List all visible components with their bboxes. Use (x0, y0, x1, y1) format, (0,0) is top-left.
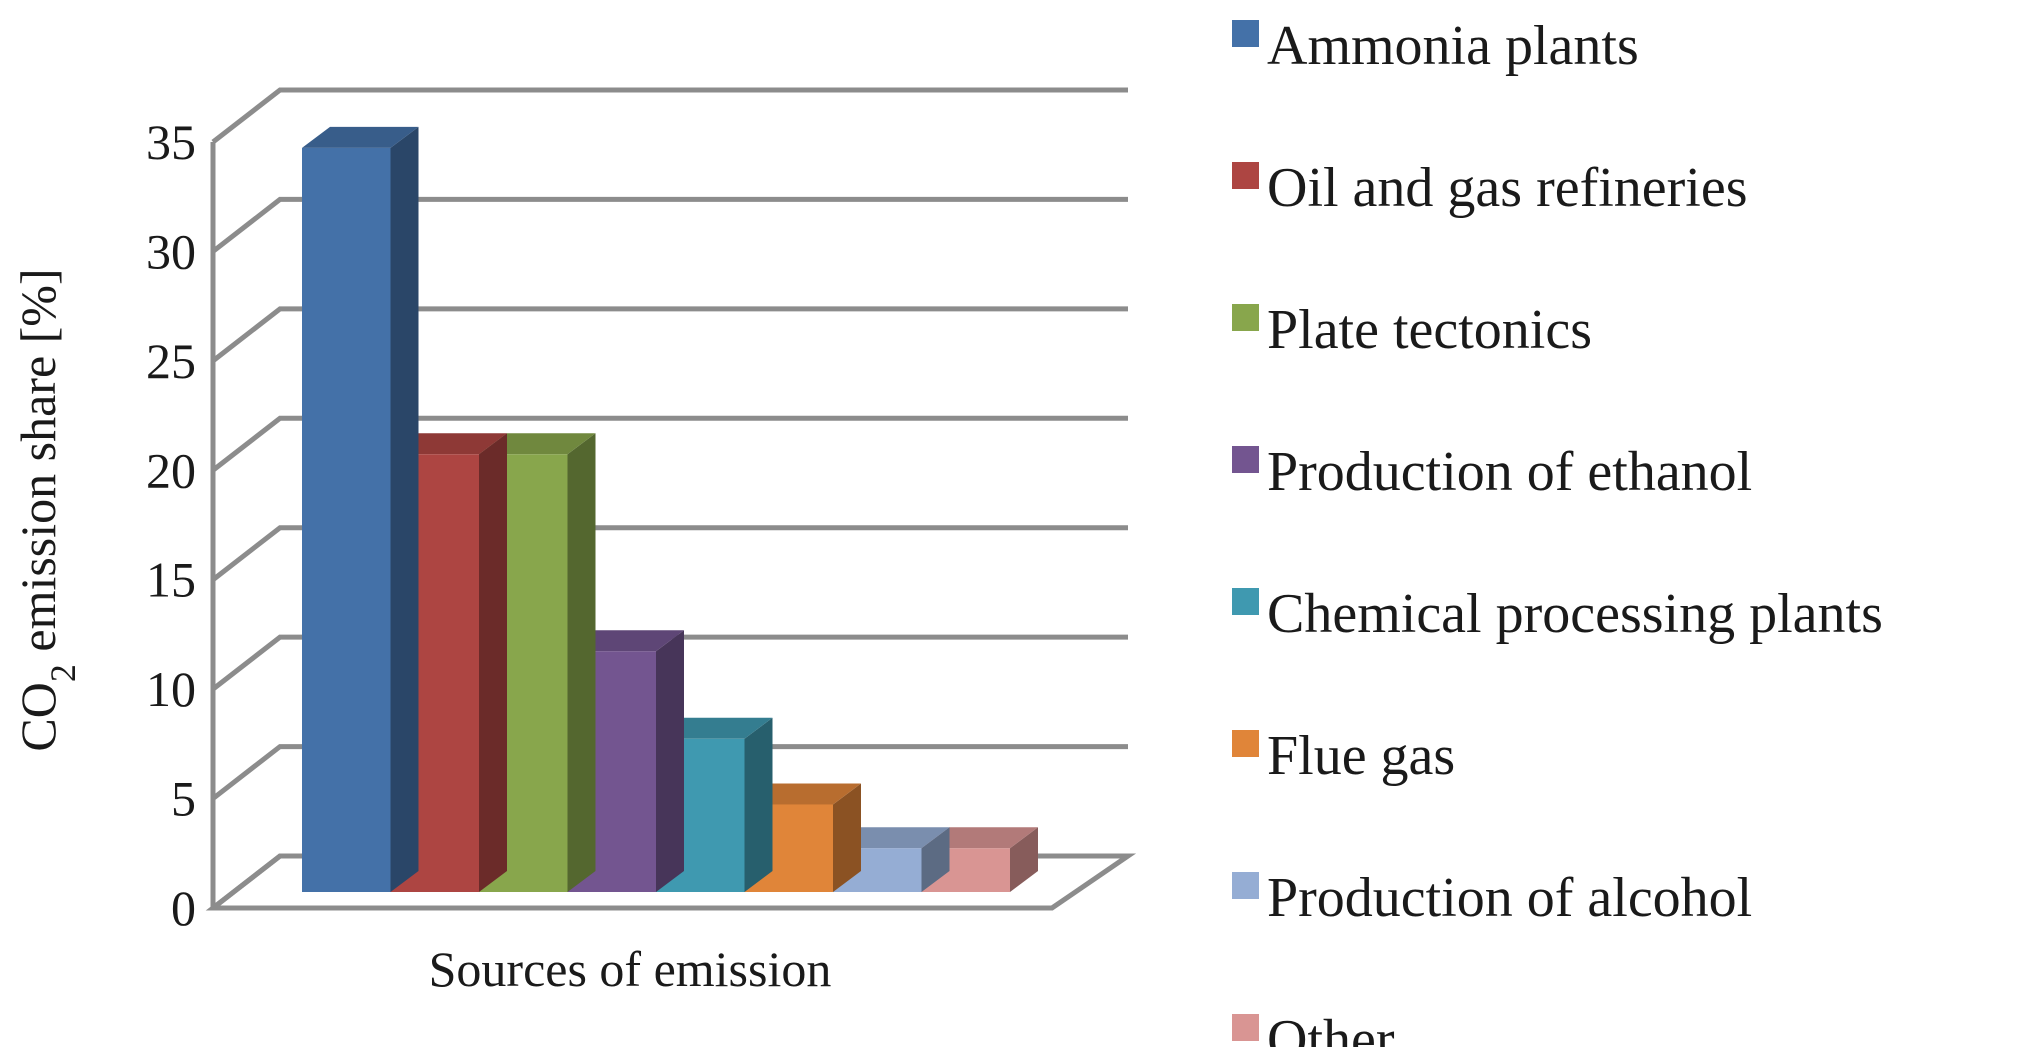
y-tick-label: 35 (146, 114, 196, 170)
bar-top (833, 827, 950, 849)
legend-item: Chemical processing plants (1232, 583, 1883, 645)
y-tick-labels: 0 5 10 15 20 25 30 35 (146, 114, 196, 936)
legend-item: Oil and gas refineries (1232, 157, 1747, 219)
legend-label: Production of alcohol (1267, 867, 1752, 929)
y-axis-label: CO2 emission share [%] (10, 268, 83, 751)
legend-swatch (1232, 872, 1259, 899)
legend-item: Other (1232, 1009, 1395, 1047)
bar-top (479, 433, 596, 455)
legend-label: Flue gas (1267, 725, 1455, 787)
y-tick-label: 30 (146, 223, 196, 279)
bar-top (744, 783, 861, 805)
bar-side (833, 783, 861, 892)
bar-top (302, 126, 419, 148)
gridline (211, 306, 1128, 363)
gridline (211, 634, 1128, 692)
legend-item: Production of ethanol (1232, 441, 1752, 503)
legend-item: Flue gas (1232, 725, 1455, 787)
legend-label: Other (1267, 1009, 1395, 1047)
y-tick-label: 5 (171, 771, 196, 827)
legend-item: Production of alcohol (1232, 867, 1752, 929)
bar-top (656, 717, 773, 739)
gridlines (205, 87, 1137, 911)
legend-swatch (1232, 446, 1259, 473)
legend-label: Oil and gas refineries (1267, 157, 1747, 219)
bar-side (479, 433, 507, 892)
y-tick-label: 10 (146, 661, 196, 717)
y-tick-label: 15 (146, 552, 196, 608)
bar-side (1010, 827, 1038, 892)
y-tick-label: 25 (146, 333, 196, 389)
bar-side (744, 717, 773, 892)
bar-1 (302, 126, 419, 892)
bar-front (302, 147, 391, 892)
legend-swatch (1232, 304, 1259, 331)
gridline (211, 196, 1128, 254)
y-tick-label: 20 (146, 442, 196, 498)
gridline (211, 415, 1128, 473)
legend-item: Plate tectonics (1232, 299, 1592, 361)
gridline (211, 87, 1128, 144)
y-tick-label: 0 (171, 880, 196, 936)
gridline (211, 525, 1128, 582)
gridline (211, 744, 1128, 801)
bar-side (390, 126, 419, 892)
legend-swatch (1232, 730, 1259, 757)
bar-top (921, 827, 1038, 849)
legend-swatch (1232, 1014, 1259, 1041)
legend-label: Production of ethanol (1267, 441, 1752, 503)
bars (302, 126, 1038, 892)
legend-label: Plate tectonics (1267, 299, 1592, 361)
floor (205, 853, 1137, 911)
legend-label: Chemical processing plants (1267, 583, 1883, 645)
bar-side (567, 433, 596, 892)
bar-side (921, 827, 950, 892)
legend-item: Ammonia plants (1232, 15, 1639, 77)
legend-swatch (1232, 20, 1259, 47)
bar-top (390, 433, 507, 455)
legend: Ammonia plants Oil and gas refineries Plat… (1232, 15, 1883, 1047)
bar-side (656, 630, 684, 892)
x-axis-label: Sources of emission (429, 941, 832, 997)
legend-swatch (1232, 588, 1259, 615)
legend-label: Ammonia plants (1267, 15, 1639, 77)
legend-swatch (1232, 162, 1259, 189)
bar-top (567, 630, 684, 652)
